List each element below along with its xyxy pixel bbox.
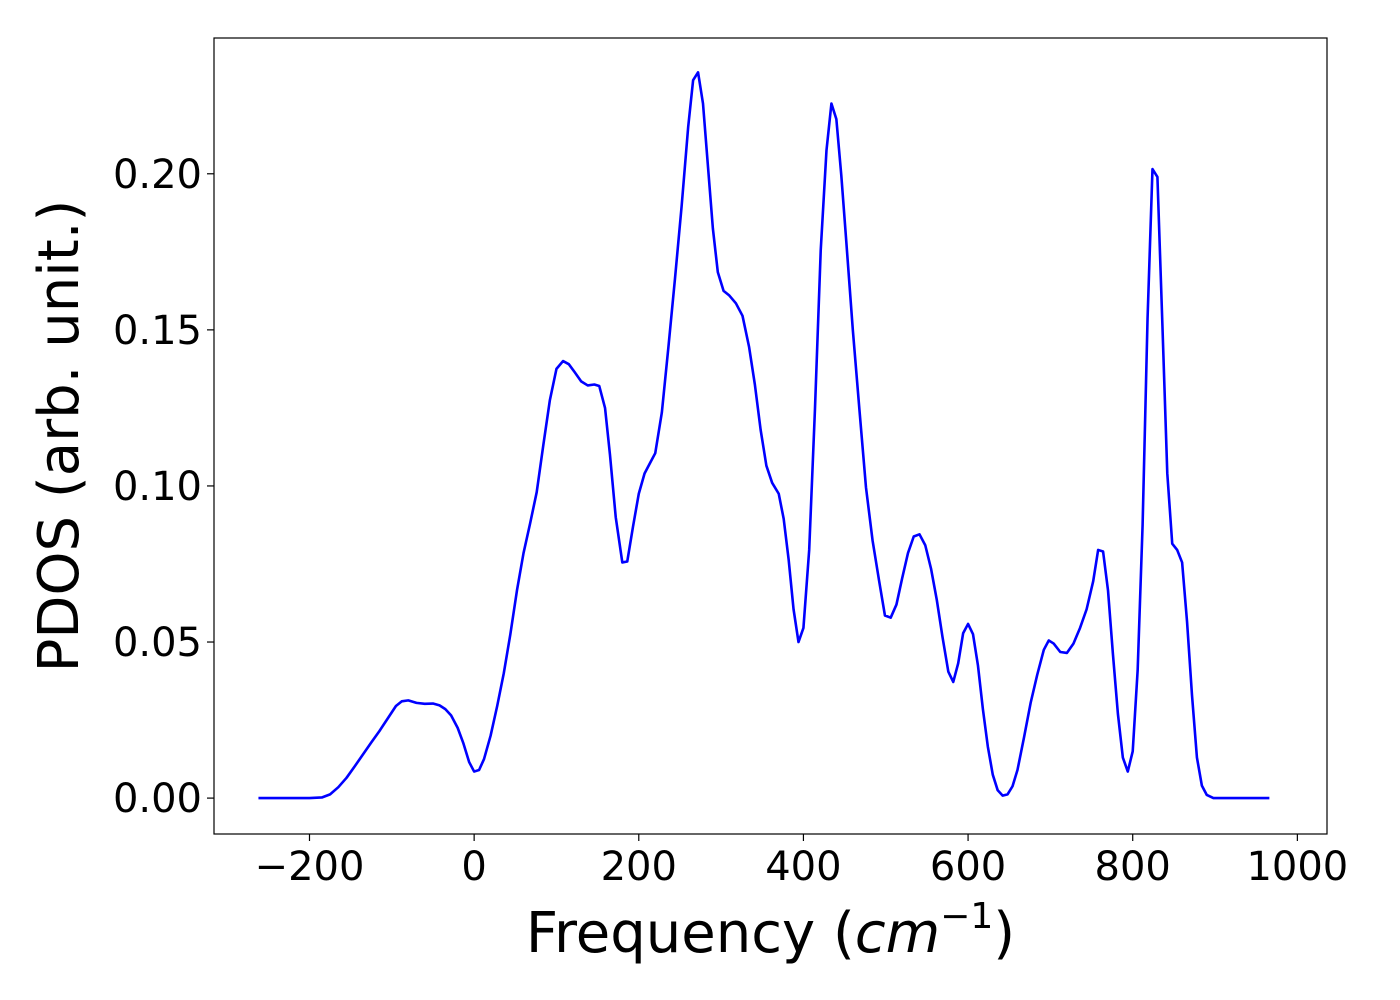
y-tick-label: 0.00 — [113, 776, 202, 822]
plot-area — [258, 71, 1270, 800]
x-tick-label: 1000 — [1246, 844, 1348, 890]
x-axis-label: Frequency (cm−1) — [526, 896, 1015, 966]
x-tick-label: 0 — [461, 844, 486, 890]
x-tick-label: 400 — [765, 844, 841, 890]
y-axis-ticks: 0.00 0.05 0.10 0.15 0.20 — [113, 152, 214, 822]
y-tick-label: 0.05 — [113, 620, 202, 666]
y-tick-label: 0.20 — [113, 152, 202, 198]
plot-frame — [213, 37, 1328, 835]
y-axis-label: PDOS (arb. unit.) — [27, 200, 92, 673]
y-tick-label: 0.10 — [113, 464, 202, 510]
x-axis-ticks: −200 0 200 400 600 800 1000 — [255, 834, 1348, 890]
x-tick-label: 600 — [930, 844, 1006, 890]
x-tick-label: 800 — [1095, 844, 1171, 890]
x-axis-label-unit: cm — [855, 901, 940, 966]
x-tick-label: 200 — [601, 844, 677, 890]
x-axis-label-exponent: −1 — [940, 896, 993, 937]
x-axis-label-prefix: Frequency ( — [526, 901, 855, 966]
x-tick-label: −200 — [255, 844, 365, 890]
x-axis-label-suffix: ) — [993, 901, 1015, 966]
series-line-0 — [258, 71, 1270, 800]
y-tick-label: 0.15 — [113, 308, 202, 354]
